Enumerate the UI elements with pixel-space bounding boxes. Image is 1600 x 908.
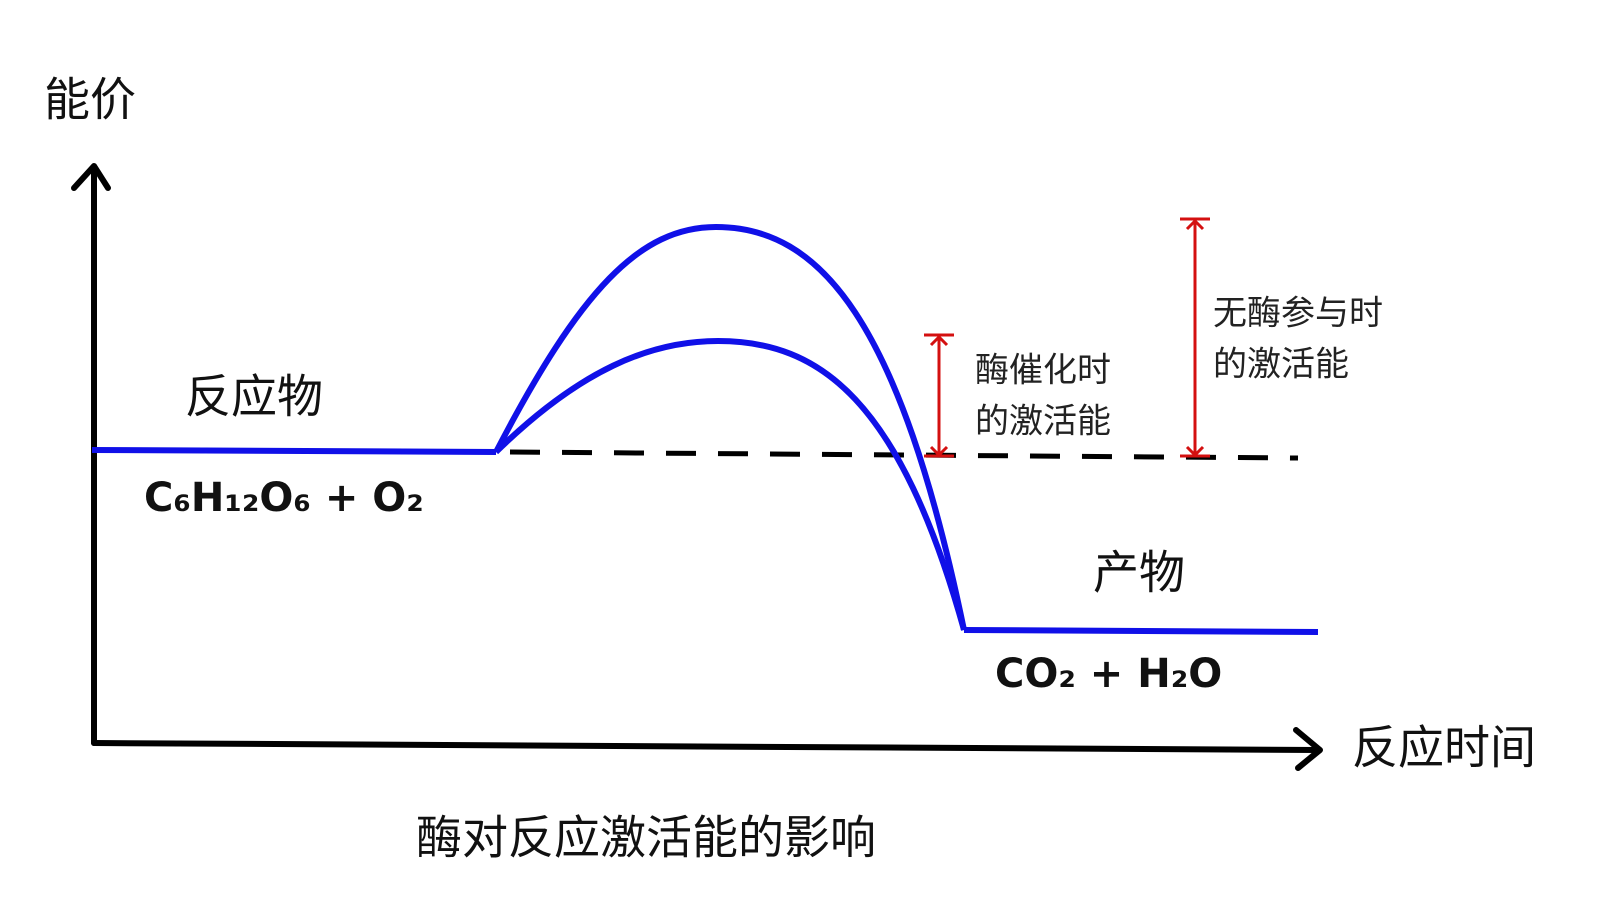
annotation-line: 的激活能	[1213, 345, 1349, 385]
product-level	[963, 627, 1319, 635]
uncatalyzed-curve	[493, 223, 967, 631]
annotation-line: 酶催化时	[975, 351, 1111, 391]
x-axis-label: 反应时间	[1352, 721, 1536, 775]
reactant-formula: C₆H₁₂O₆ + O₂	[144, 475, 424, 521]
reactant-level	[91, 447, 497, 455]
reactant-level-dashed	[509, 449, 1299, 461]
caption: 酶对反应激活能的影响	[416, 811, 876, 865]
product-formula: CO₂ + H₂O	[995, 651, 1222, 697]
x-axis	[91, 740, 1321, 753]
product-label: 产物	[1093, 546, 1185, 600]
reactant-label: 反应物	[185, 370, 323, 424]
y-axis-arrow	[71, 163, 111, 191]
annotation-line: 的激活能	[975, 402, 1111, 442]
catalyzed-curve	[493, 337, 967, 631]
x-axis-arrow	[1293, 727, 1323, 771]
y-axis-label: 能价	[44, 73, 136, 127]
annotation-line: 无酶参与时	[1213, 294, 1383, 334]
